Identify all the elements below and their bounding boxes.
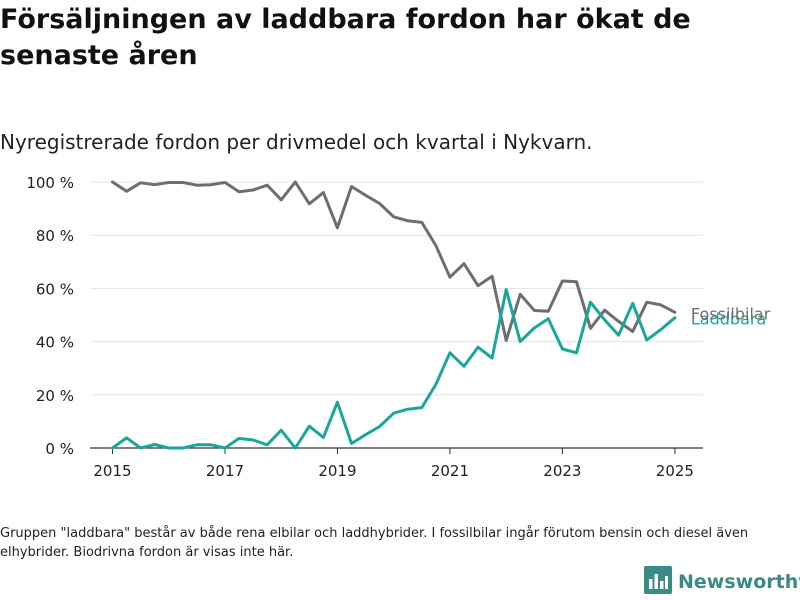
y-tick-label: 40 % (36, 334, 74, 352)
line-chart: 0 % 20 % 40 % 60 % 80 % 100 % 2015 2017 2019 2021… (26, 174, 771, 480)
footnote: Gruppen "laddbara" består av både rena e… (0, 526, 749, 560)
x-tick-label: 2019 (318, 462, 356, 480)
chart-title: Försäljningen av laddbara fordon har öka… (0, 4, 691, 71)
bar-chart-logo-icon (644, 566, 672, 598)
axes: 0 % 20 % 40 % 60 % 80 % 100 % 2015 2017 2019 2021… (26, 174, 703, 480)
y-tick-label: 0 % (45, 440, 74, 458)
brand-name: Newsworthy (678, 571, 800, 593)
series-label-fossilbilar: Fossilbilar (691, 304, 771, 323)
series-line-laddbara (111, 288, 677, 450)
x-tick-label: 2023 (543, 462, 581, 480)
y-tick-label: 20 % (36, 387, 74, 405)
y-tick-label: 80 % (36, 227, 74, 245)
series-line-fossilbilar (111, 180, 677, 342)
gridlines (90, 181, 703, 396)
x-tick-label: 2021 (431, 462, 469, 480)
series-lines (111, 180, 677, 450)
series-label-laddbara: Laddbara (691, 310, 766, 329)
brand-logo[interactable]: Newsworthy (644, 566, 800, 598)
x-tick-label: 2017 (206, 462, 244, 480)
chart-subtitle: Nyregistrerade fordon per drivmedel och … (0, 130, 593, 154)
x-tick-label: 2025 (656, 462, 694, 480)
y-tick-label: 60 % (36, 280, 74, 298)
y-tick-label: 100 % (26, 174, 74, 192)
x-tick-label: 2015 (93, 462, 131, 480)
